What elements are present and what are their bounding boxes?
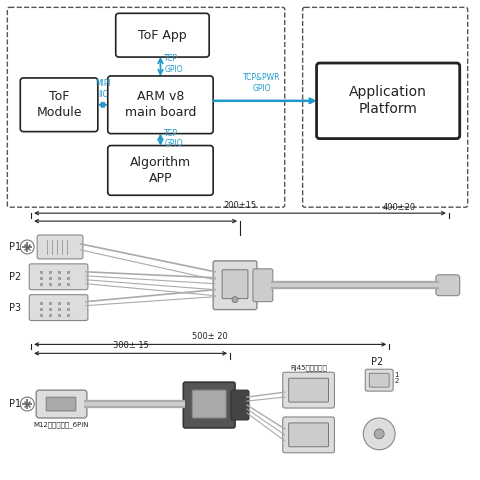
Text: Algorithm
APP: Algorithm APP [130, 156, 191, 185]
Text: P2: P2 [9, 272, 22, 282]
Text: 200±15: 200±15 [223, 201, 257, 210]
Text: P2: P2 [371, 357, 384, 367]
FancyBboxPatch shape [183, 382, 235, 428]
FancyBboxPatch shape [365, 369, 393, 391]
Text: TCP
GPIO: TCP GPIO [165, 54, 183, 74]
FancyBboxPatch shape [108, 76, 213, 133]
FancyBboxPatch shape [231, 390, 249, 420]
FancyBboxPatch shape [283, 372, 335, 408]
FancyBboxPatch shape [288, 423, 328, 447]
Text: P1: P1 [9, 399, 22, 409]
Text: 500± 20: 500± 20 [192, 333, 228, 341]
Text: RJ45连接器公头: RJ45连接器公头 [290, 365, 327, 371]
FancyBboxPatch shape [369, 373, 389, 387]
Text: 2: 2 [394, 378, 398, 384]
Text: P1: P1 [9, 242, 22, 252]
Text: Application
Platform: Application Platform [349, 85, 427, 117]
Circle shape [363, 418, 395, 450]
Text: TCP&PWR
GPIO: TCP&PWR GPIO [243, 73, 281, 93]
FancyBboxPatch shape [46, 397, 76, 411]
Circle shape [232, 297, 238, 302]
Text: ToF App: ToF App [138, 29, 187, 42]
FancyBboxPatch shape [288, 378, 328, 402]
FancyBboxPatch shape [436, 275, 460, 296]
FancyBboxPatch shape [116, 13, 209, 57]
FancyBboxPatch shape [316, 63, 460, 139]
FancyBboxPatch shape [36, 390, 87, 418]
Text: 1: 1 [394, 372, 398, 378]
FancyBboxPatch shape [283, 417, 335, 453]
Text: 400±20: 400±20 [383, 203, 416, 212]
Text: TCP
GPIO: TCP GPIO [165, 129, 183, 148]
FancyBboxPatch shape [29, 264, 88, 290]
FancyBboxPatch shape [222, 270, 248, 299]
Text: MIPI
IIC: MIPI IIC [95, 79, 111, 99]
Circle shape [374, 429, 384, 439]
Text: ToF
Module: ToF Module [36, 90, 82, 120]
Text: P3: P3 [9, 302, 22, 312]
Text: M12航空头母头_6PIN: M12航空头母头_6PIN [33, 421, 89, 428]
FancyBboxPatch shape [20, 78, 98, 132]
FancyBboxPatch shape [253, 269, 273, 301]
Text: 300± 15: 300± 15 [113, 341, 149, 350]
FancyBboxPatch shape [108, 145, 213, 195]
FancyBboxPatch shape [29, 295, 88, 321]
FancyBboxPatch shape [213, 261, 257, 310]
FancyBboxPatch shape [192, 390, 226, 418]
FancyBboxPatch shape [37, 235, 83, 259]
Text: ARM v8
main board: ARM v8 main board [125, 90, 196, 120]
